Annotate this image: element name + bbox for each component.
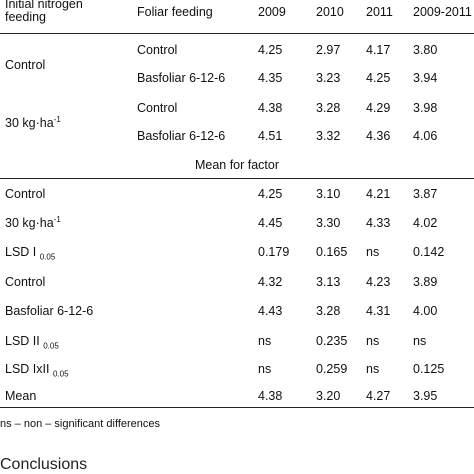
foliar-cell: Control bbox=[137, 43, 178, 57]
factor-label: LSD IxII 0.05 bbox=[5, 362, 69, 379]
value-2010: 3.32 bbox=[316, 129, 341, 143]
value-2011: 4.21 bbox=[366, 187, 391, 201]
value-2009-2011: ns bbox=[413, 334, 427, 348]
foliar-cell: Control bbox=[137, 101, 178, 115]
value-2009: ns bbox=[258, 334, 272, 348]
factor-label: LSD I 0.05 bbox=[5, 245, 56, 262]
value-2009-2011: 0.142 bbox=[413, 245, 445, 259]
value-2009: 4.32 bbox=[258, 275, 283, 289]
value-2011: ns bbox=[366, 245, 380, 259]
value-2009-2011: 3.80 bbox=[413, 43, 438, 57]
value-2009: 4.38 bbox=[258, 101, 283, 115]
header-initial-nitrogen-line2: feeding bbox=[5, 10, 47, 24]
foliar-cell: Basfoliar 6-12-6 bbox=[137, 129, 226, 143]
group-label-control: Control bbox=[5, 58, 46, 72]
header-2009: 2009 bbox=[258, 5, 286, 19]
value-2010: 3.23 bbox=[316, 71, 341, 85]
value-2009: 4.25 bbox=[258, 187, 283, 201]
value-2009-2011: 3.94 bbox=[413, 71, 438, 85]
value-2011: 4.29 bbox=[366, 101, 391, 115]
mean-for-factor-heading: Mean for factor bbox=[194, 158, 280, 172]
factor-label: Mean bbox=[5, 389, 37, 403]
value-2009-2011: 4.06 bbox=[413, 129, 438, 143]
value-2011: ns bbox=[366, 334, 380, 348]
value-2011: 4.31 bbox=[366, 304, 391, 318]
value-2010: 0.235 bbox=[316, 334, 348, 348]
value-2010: 3.20 bbox=[316, 389, 341, 403]
value-2009: 0.179 bbox=[258, 245, 290, 259]
group-label-30kg: 30 kg·ha-1 bbox=[5, 114, 61, 130]
value-2010: 3.28 bbox=[316, 304, 341, 318]
value-2010: 3.30 bbox=[316, 216, 341, 230]
factor-label: 30 kg·ha-1 bbox=[5, 214, 61, 230]
value-2009-2011: 3.95 bbox=[413, 389, 438, 403]
factor-label: Control bbox=[5, 187, 46, 201]
value-2010: 3.13 bbox=[316, 275, 341, 289]
table-footnote: ns – non – significant differences bbox=[0, 418, 161, 430]
value-2009-2011: 3.87 bbox=[413, 187, 438, 201]
value-2009: ns bbox=[258, 362, 272, 376]
value-2009-2011: 0.125 bbox=[413, 362, 445, 376]
factor-label: LSD II 0.05 bbox=[5, 334, 59, 351]
mean-factor-rule bbox=[0, 178, 474, 179]
header-2009-2011: 2009-2011 bbox=[413, 5, 472, 19]
value-2009: 4.51 bbox=[258, 129, 283, 143]
foliar-cell: Basfoliar 6-12-6 bbox=[137, 71, 226, 85]
value-2011: 4.36 bbox=[366, 129, 391, 143]
header-foliar-feeding: Foliar feeding bbox=[137, 5, 213, 19]
section-heading: Conclusions bbox=[0, 456, 88, 473]
value-2011: 4.27 bbox=[366, 389, 391, 403]
header-2010: 2010 bbox=[316, 5, 344, 19]
value-2011: 4.33 bbox=[366, 216, 391, 230]
value-2011: ns bbox=[366, 362, 380, 376]
value-2009: 4.45 bbox=[258, 216, 283, 230]
value-2009: 4.35 bbox=[258, 71, 283, 85]
factor-label: Control bbox=[5, 275, 46, 289]
value-2010: 3.28 bbox=[316, 101, 341, 115]
header-2011: 2011 bbox=[366, 5, 393, 19]
bottom-rule bbox=[0, 407, 474, 408]
value-2010: 2.97 bbox=[316, 43, 341, 57]
value-2009-2011: 3.89 bbox=[413, 275, 438, 289]
value-2009-2011: 4.00 bbox=[413, 304, 438, 318]
header-rule bbox=[0, 33, 474, 34]
value-2010: 0.165 bbox=[316, 245, 348, 259]
value-2009: 4.25 bbox=[258, 43, 283, 57]
value-2009-2011: 4.02 bbox=[413, 216, 438, 230]
header-initial-nitrogen-line1: Initial nitrogen bbox=[5, 0, 83, 11]
header-initial-nitrogen: Initial nitrogen feeding bbox=[5, 0, 83, 24]
value-2010: 0.259 bbox=[316, 362, 348, 376]
value-2011: 4.25 bbox=[366, 71, 391, 85]
value-2009-2011: 3.98 bbox=[413, 101, 438, 115]
factor-label: Basfoliar 6-12-6 bbox=[5, 304, 94, 318]
value-2011: 4.23 bbox=[366, 275, 391, 289]
value-2009: 4.38 bbox=[258, 389, 283, 403]
value-2010: 3.10 bbox=[316, 187, 341, 201]
value-2009: 4.43 bbox=[258, 304, 283, 318]
value-2011: 4.17 bbox=[366, 43, 391, 57]
